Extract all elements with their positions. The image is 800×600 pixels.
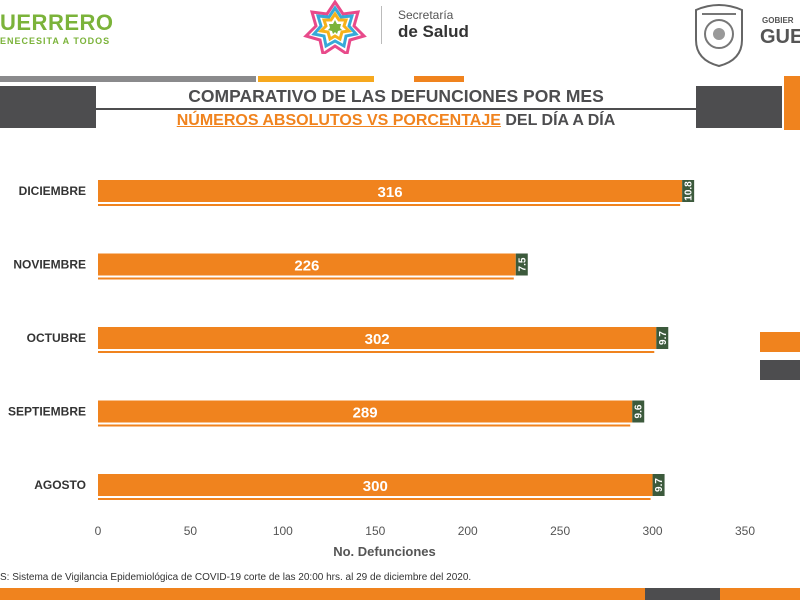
x-tick-label: 300 <box>643 524 663 538</box>
pct-label: 9.7 <box>658 331 669 345</box>
chart-title-box: COMPARATIVO DE LAS DEFUNCIONES POR MES <box>96 84 696 108</box>
bottom-band-orange-right <box>720 588 800 600</box>
chart-title: COMPARATIVO DE LAS DEFUNCIONES POR MES <box>188 86 604 106</box>
bar-underline-diciembre <box>98 204 681 206</box>
chart-subtitle: NÚMEROS ABSOLUTOS VS PORCENTAJE DEL DÍA … <box>96 110 696 132</box>
state-slogan: ENECESITA A TODOS <box>0 36 111 46</box>
state-title: UERRERO <box>0 10 114 35</box>
pct-label: 9.6 <box>634 404 645 418</box>
bar-chart: DICIEMBRE 316 10.8 NOVIEMBRE 226 7.5 OCTUBRE 30… <box>8 180 755 559</box>
bar-underline-octubre <box>98 351 655 353</box>
x-tick-label: 0 <box>95 524 102 538</box>
bar-diciembre <box>98 180 683 202</box>
gobierno-label: GOBIER <box>762 16 794 25</box>
legend-swatch-grey <box>760 360 800 380</box>
state-seal-logo <box>695 4 743 68</box>
category-label: DICIEMBRE <box>19 184 86 198</box>
pct-box <box>656 327 669 349</box>
pct-box <box>632 400 645 423</box>
x-tick-label: 100 <box>273 524 293 538</box>
pct-box <box>515 253 528 276</box>
legend-swatch-orange <box>760 332 800 352</box>
bar-underline-agosto <box>98 498 651 500</box>
x-tick-label: 50 <box>184 524 198 538</box>
category-label: OCTUBRE <box>27 331 86 345</box>
value-label: 289 <box>353 405 378 422</box>
x-tick-label: 200 <box>458 524 478 538</box>
category-label: AGOSTO <box>34 478 86 492</box>
bar-agosto <box>98 474 653 496</box>
subtitle-highlight: NÚMEROS ABSOLUTOS VS PORCENTAJE <box>176 112 501 129</box>
x-axis-label: No. Defunciones <box>333 544 436 559</box>
deco-bar-orange-2 <box>414 76 464 82</box>
value-label: 316 <box>378 184 403 201</box>
bar-octubre <box>98 327 657 349</box>
guerrero-label: GUE <box>760 26 800 48</box>
bar-underline-septiembre <box>98 424 631 427</box>
value-label: 302 <box>365 331 390 348</box>
secretaria-label: Secretaría <box>398 8 454 22</box>
x-tick-label: 150 <box>365 524 385 538</box>
value-label: 226 <box>294 258 319 275</box>
bar-noviembre <box>98 253 516 276</box>
pct-box <box>682 180 695 202</box>
deco-bar-grey <box>0 76 256 82</box>
category-label: SEPTIEMBRE <box>8 405 86 419</box>
subtitle-rest: DEL DÍA A DÍA <box>500 112 616 129</box>
side-accent-square <box>784 76 800 130</box>
source-note: S: Sistema de Vigilancia Epidemiológica … <box>0 572 472 583</box>
bottom-band-orange <box>0 588 645 600</box>
pct-label: 10.8 <box>684 181 695 201</box>
bar-septiembre <box>98 400 633 423</box>
guerrero-star-logo <box>303 0 367 54</box>
x-tick-label: 250 <box>550 524 570 538</box>
pct-label: 7.5 <box>517 257 528 271</box>
deco-bar-orange-1 <box>258 76 374 82</box>
bar-underline-noviembre <box>98 277 514 280</box>
pct-box <box>652 474 665 496</box>
value-label: 300 <box>363 478 388 495</box>
header-divider <box>381 6 382 44</box>
salud-label: de Salud <box>398 22 469 41</box>
pct-label: 9.7 <box>654 478 665 492</box>
category-label: NOVIEMBRE <box>13 258 86 272</box>
x-tick-label: 350 <box>735 524 755 538</box>
